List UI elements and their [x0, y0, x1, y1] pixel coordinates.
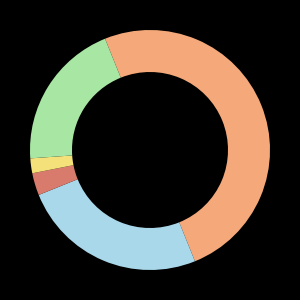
- Wedge shape: [105, 30, 270, 261]
- Wedge shape: [30, 155, 74, 173]
- Wedge shape: [39, 179, 195, 270]
- Wedge shape: [30, 39, 121, 158]
- Wedge shape: [32, 165, 78, 195]
